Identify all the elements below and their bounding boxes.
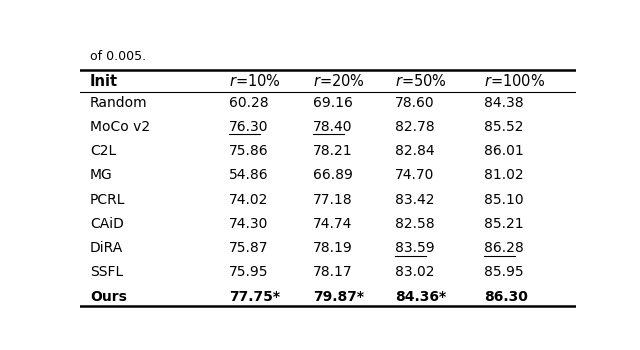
Text: 74.74: 74.74 xyxy=(313,217,353,231)
Text: 78.40: 78.40 xyxy=(313,120,353,134)
Text: 75.87: 75.87 xyxy=(229,241,268,255)
Text: C2L: C2L xyxy=(90,144,116,158)
Text: 76.30: 76.30 xyxy=(229,120,268,134)
Text: 78.60: 78.60 xyxy=(395,96,435,110)
Text: MoCo v2: MoCo v2 xyxy=(90,120,150,134)
Text: SSFL: SSFL xyxy=(90,265,123,279)
Text: PCRL: PCRL xyxy=(90,193,125,206)
Text: $r$=20%: $r$=20% xyxy=(313,73,365,89)
Text: 74.02: 74.02 xyxy=(229,193,268,206)
Text: 85.21: 85.21 xyxy=(484,217,524,231)
Text: 86.28: 86.28 xyxy=(484,241,524,255)
Text: Init: Init xyxy=(90,74,118,89)
Text: 75.86: 75.86 xyxy=(229,144,268,158)
Text: 82.84: 82.84 xyxy=(395,144,435,158)
Text: 77.75*: 77.75* xyxy=(229,290,280,304)
Text: 82.58: 82.58 xyxy=(395,217,435,231)
Text: $r$=50%: $r$=50% xyxy=(395,73,447,89)
Text: MG: MG xyxy=(90,168,113,182)
Text: 69.16: 69.16 xyxy=(313,96,353,110)
Text: 78.21: 78.21 xyxy=(313,144,353,158)
Text: 85.52: 85.52 xyxy=(484,120,524,134)
Text: 82.78: 82.78 xyxy=(395,120,435,134)
Text: $r$=100%: $r$=100% xyxy=(484,73,545,89)
Text: 54.86: 54.86 xyxy=(229,168,268,182)
Text: 74.70: 74.70 xyxy=(395,168,435,182)
Text: 75.95: 75.95 xyxy=(229,265,268,279)
Text: 83.42: 83.42 xyxy=(395,193,435,206)
Text: 74.30: 74.30 xyxy=(229,217,268,231)
Text: 86.30: 86.30 xyxy=(484,290,528,304)
Text: of 0.005.: of 0.005. xyxy=(90,50,146,63)
Text: 84.36*: 84.36* xyxy=(395,290,446,304)
Text: 84.38: 84.38 xyxy=(484,96,524,110)
Text: 78.19: 78.19 xyxy=(313,241,353,255)
Text: 78.17: 78.17 xyxy=(313,265,353,279)
Text: 79.87*: 79.87* xyxy=(313,290,364,304)
Text: 85.10: 85.10 xyxy=(484,193,524,206)
Text: Ours: Ours xyxy=(90,290,127,304)
Text: $r$=10%: $r$=10% xyxy=(229,73,281,89)
Text: 85.95: 85.95 xyxy=(484,265,524,279)
Text: 81.02: 81.02 xyxy=(484,168,524,182)
Text: 83.02: 83.02 xyxy=(395,265,435,279)
Text: 60.28: 60.28 xyxy=(229,96,268,110)
Text: 83.59: 83.59 xyxy=(395,241,435,255)
Text: 66.89: 66.89 xyxy=(313,168,353,182)
Text: 77.18: 77.18 xyxy=(313,193,353,206)
Text: CAiD: CAiD xyxy=(90,217,124,231)
Text: Random: Random xyxy=(90,96,148,110)
Text: 86.01: 86.01 xyxy=(484,144,524,158)
Text: DiRA: DiRA xyxy=(90,241,123,255)
